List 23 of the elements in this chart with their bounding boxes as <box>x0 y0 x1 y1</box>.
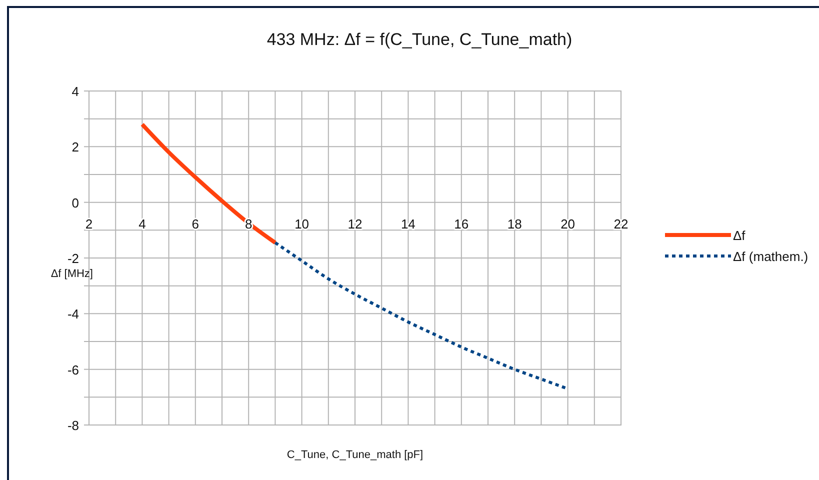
x-axis-title: C_Tune, C_Tune_math [pF] <box>286 449 424 461</box>
chart-title: 433 MHz: Δf = f(C_Tune, C_Tune_math) <box>266 30 572 49</box>
y-tick-label: -2 <box>67 251 79 266</box>
text: Δf (mathem.) <box>733 249 808 264</box>
y-tick-label: 4 <box>72 84 79 99</box>
y-tick-label: -4 <box>67 306 79 322</box>
x-tick-label: 2 <box>85 216 93 232</box>
y-tick-label: -8 <box>67 418 79 433</box>
y-axis-title: Δf [MHz] <box>50 268 93 280</box>
x-tick-label: 20 <box>560 216 576 232</box>
y-tick-label: 0 <box>72 195 79 210</box>
x-tick-label: 10 <box>294 216 310 232</box>
text: Δf <box>733 228 746 243</box>
x-tick-label: 22 <box>614 216 628 232</box>
x-tick-label: 12 <box>348 216 362 232</box>
x-tick-label: 4 <box>138 216 146 232</box>
x-tick-label: 6 <box>192 216 200 232</box>
y-tick-label: 2 <box>72 140 79 155</box>
x-tick-label: 18 <box>507 216 522 232</box>
x-tick-label: 14 <box>400 216 416 232</box>
line-series <box>140 122 278 245</box>
y-tick-label: -6 <box>67 362 79 378</box>
x-tick-label: 16 <box>454 216 469 232</box>
